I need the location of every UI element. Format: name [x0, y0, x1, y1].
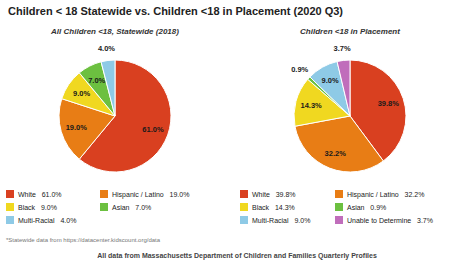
- legend-swatch: [335, 216, 343, 224]
- legend-entry: White 61.0%: [6, 190, 62, 198]
- title: Children < 18 Statewide vs. Children <18…: [8, 5, 343, 17]
- legend-label: Multi-Racial 9.0%: [252, 217, 310, 224]
- legend-swatch: [240, 190, 248, 198]
- legend-swatch: [100, 203, 108, 211]
- legend-swatch: [240, 203, 248, 211]
- data-labels: 61.0% 19.0% 9.0% 7.0% 4.0%: [66, 44, 164, 134]
- data-label: 7.0%: [88, 76, 105, 85]
- legend-swatch: [100, 190, 108, 198]
- legend-entry: Unable to Determine 3.7%: [335, 216, 433, 224]
- data-label: 0.9%: [291, 65, 308, 74]
- data-label: 39.8%: [378, 99, 400, 108]
- legend-label: Unable to Determine 3.7%: [347, 217, 433, 224]
- legend-swatch: [6, 203, 14, 211]
- legend-entry: Asian 0.9%: [335, 203, 386, 211]
- legend-swatch: [6, 190, 14, 198]
- pie-slice: [295, 116, 383, 172]
- legend-entry: White 39.8%: [240, 190, 296, 198]
- legend-entry: Black 14.3%: [240, 203, 295, 211]
- data-label: 9.0%: [73, 89, 90, 98]
- footnote: All data from Massachusetts Department o…: [97, 252, 377, 260]
- footnote: *Statewide data from https://datacenter.…: [6, 237, 161, 243]
- legend-label: White 61.0%: [18, 191, 62, 198]
- legend-entry: Black 9.0%: [6, 203, 57, 211]
- legend-label: White 39.8%: [252, 191, 296, 198]
- pie: [294, 60, 406, 172]
- legend-label: Asian 7.0%: [112, 204, 151, 211]
- legend-label: Black 14.3%: [252, 204, 295, 211]
- data-labels: 39.8% 32.2% 14.3% 0.9% 9.0% 3.7%: [291, 44, 399, 158]
- legend: White 61.0% Hispanic / Latino 19.0% Black …: [6, 190, 189, 224]
- legend-label: Hispanic / Latino 19.0%: [112, 191, 189, 199]
- data-label: 32.2%: [325, 149, 347, 158]
- legend-label: Black 9.0%: [18, 204, 57, 211]
- subtitle: Children <18 in Placement: [300, 27, 400, 36]
- data-label: 4.0%: [98, 44, 115, 53]
- data-label: 19.0%: [66, 123, 88, 132]
- subtitle: All Children <18, Statewide (2018): [50, 27, 179, 36]
- data-label: 14.3%: [300, 101, 322, 110]
- legend-entry: Asian 7.0%: [100, 203, 151, 211]
- legend-swatch: [335, 203, 343, 211]
- legend: White 39.8% Hispanic / Latino 32.2% Black …: [240, 190, 433, 224]
- legend-label: Hispanic / Latino 32.2%: [347, 191, 424, 199]
- legend-label: Multi-Racial 4.0%: [18, 217, 76, 224]
- legend-label: Asian 0.9%: [347, 204, 386, 211]
- pie-slice: [337, 60, 350, 116]
- data-label: 3.7%: [334, 44, 351, 53]
- legend-swatch: [6, 216, 14, 224]
- pie-slice: [101, 60, 115, 116]
- legend-entry: Hispanic / Latino 32.2%: [335, 190, 424, 199]
- legend-swatch: [335, 190, 343, 198]
- legend-swatch: [240, 216, 248, 224]
- legend-entry: Multi-Racial 4.0%: [6, 216, 76, 224]
- legend-entry: Multi-Racial 9.0%: [240, 216, 310, 224]
- chart: Children < 18 Statewide vs. Children <18…: [0, 0, 474, 266]
- data-label: 61.0%: [142, 125, 164, 134]
- legend-entry: Hispanic / Latino 19.0%: [100, 190, 189, 199]
- data-label: 9.0%: [322, 76, 339, 85]
- pie: [59, 60, 171, 172]
